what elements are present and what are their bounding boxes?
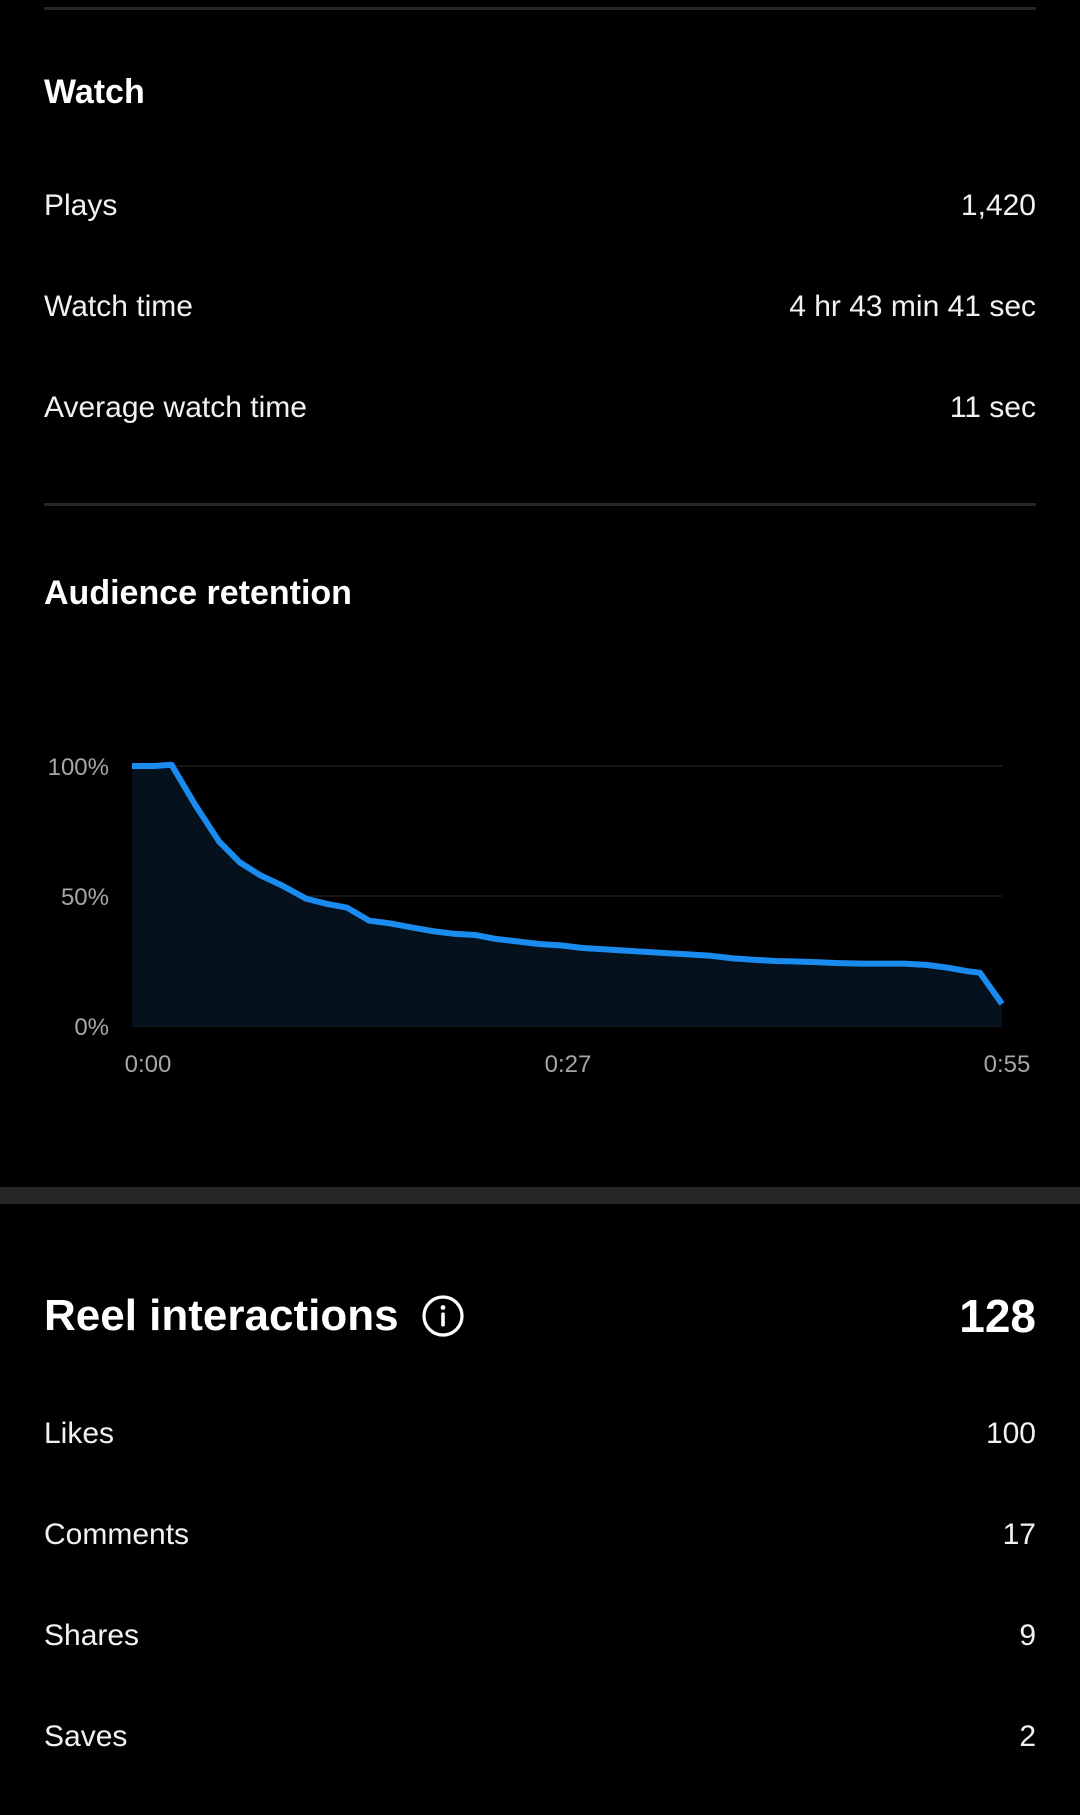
average-watch-time-row: Average watch time 11 sec [44, 386, 1036, 430]
saves-label: Saves [44, 1720, 128, 1753]
comments-value: 17 [1002, 1518, 1036, 1551]
retention-line [132, 761, 1005, 1006]
plays-value: 1,420 [960, 189, 1036, 222]
watch-section-title: Watch [44, 73, 145, 111]
average-watch-time-label: Average watch time [44, 391, 307, 424]
likes-label: Likes [44, 1417, 115, 1450]
plays-row: Plays 1,420 [44, 184, 1036, 228]
y-tick-label-1: 50% [61, 884, 109, 911]
average-watch-time-value: 11 sec [949, 391, 1036, 424]
watch-time-value: 4 hr 43 min 41 sec [789, 290, 1036, 323]
y-tick-label-2: 0% [74, 1014, 109, 1041]
retention-area [132, 764, 1002, 1026]
reel-interactions-total: 128 [959, 1290, 1036, 1342]
saves-row: Saves 2 [44, 1715, 1036, 1759]
watch-time-row: Watch time 4 hr 43 min 41 sec [44, 285, 1036, 329]
reel-interactions-title-group: Reel interactions [44, 1291, 465, 1341]
section-divider [44, 503, 1036, 506]
saves-value: 2 [1019, 1720, 1036, 1753]
retention-chart: 100% 50% 0% 0:00 0:27 0:55 [0, 720, 1080, 1100]
x-tick-label-0: 0:00 [125, 1051, 172, 1078]
retention-chart-svg: 100% 50% 0% 0:00 0:27 0:55 [48, 754, 1031, 1078]
top-divider [44, 7, 1036, 10]
info-circle-icon[interactable] [421, 1294, 465, 1338]
shares-row: Shares 9 [44, 1614, 1036, 1658]
x-tick-label-1: 0:27 [545, 1051, 592, 1078]
audience-retention-title: Audience retention [44, 574, 352, 612]
likes-value: 100 [985, 1417, 1036, 1450]
x-tick-label-2: 0:55 [984, 1051, 1031, 1078]
shares-value: 9 [1019, 1619, 1036, 1652]
comments-label: Comments [44, 1518, 190, 1551]
section-separator [0, 1187, 1080, 1204]
y-tick-label-0: 100% [48, 754, 109, 781]
comments-row: Comments 17 [44, 1513, 1036, 1557]
reel-interactions-title: Reel interactions [44, 1291, 399, 1340]
reel-interactions-header: Reel interactions 128 [44, 1286, 1036, 1346]
likes-row: Likes 100 [44, 1412, 1036, 1456]
watch-time-label: Watch time [44, 290, 193, 323]
plays-label: Plays [44, 189, 118, 222]
shares-label: Shares [44, 1619, 140, 1652]
